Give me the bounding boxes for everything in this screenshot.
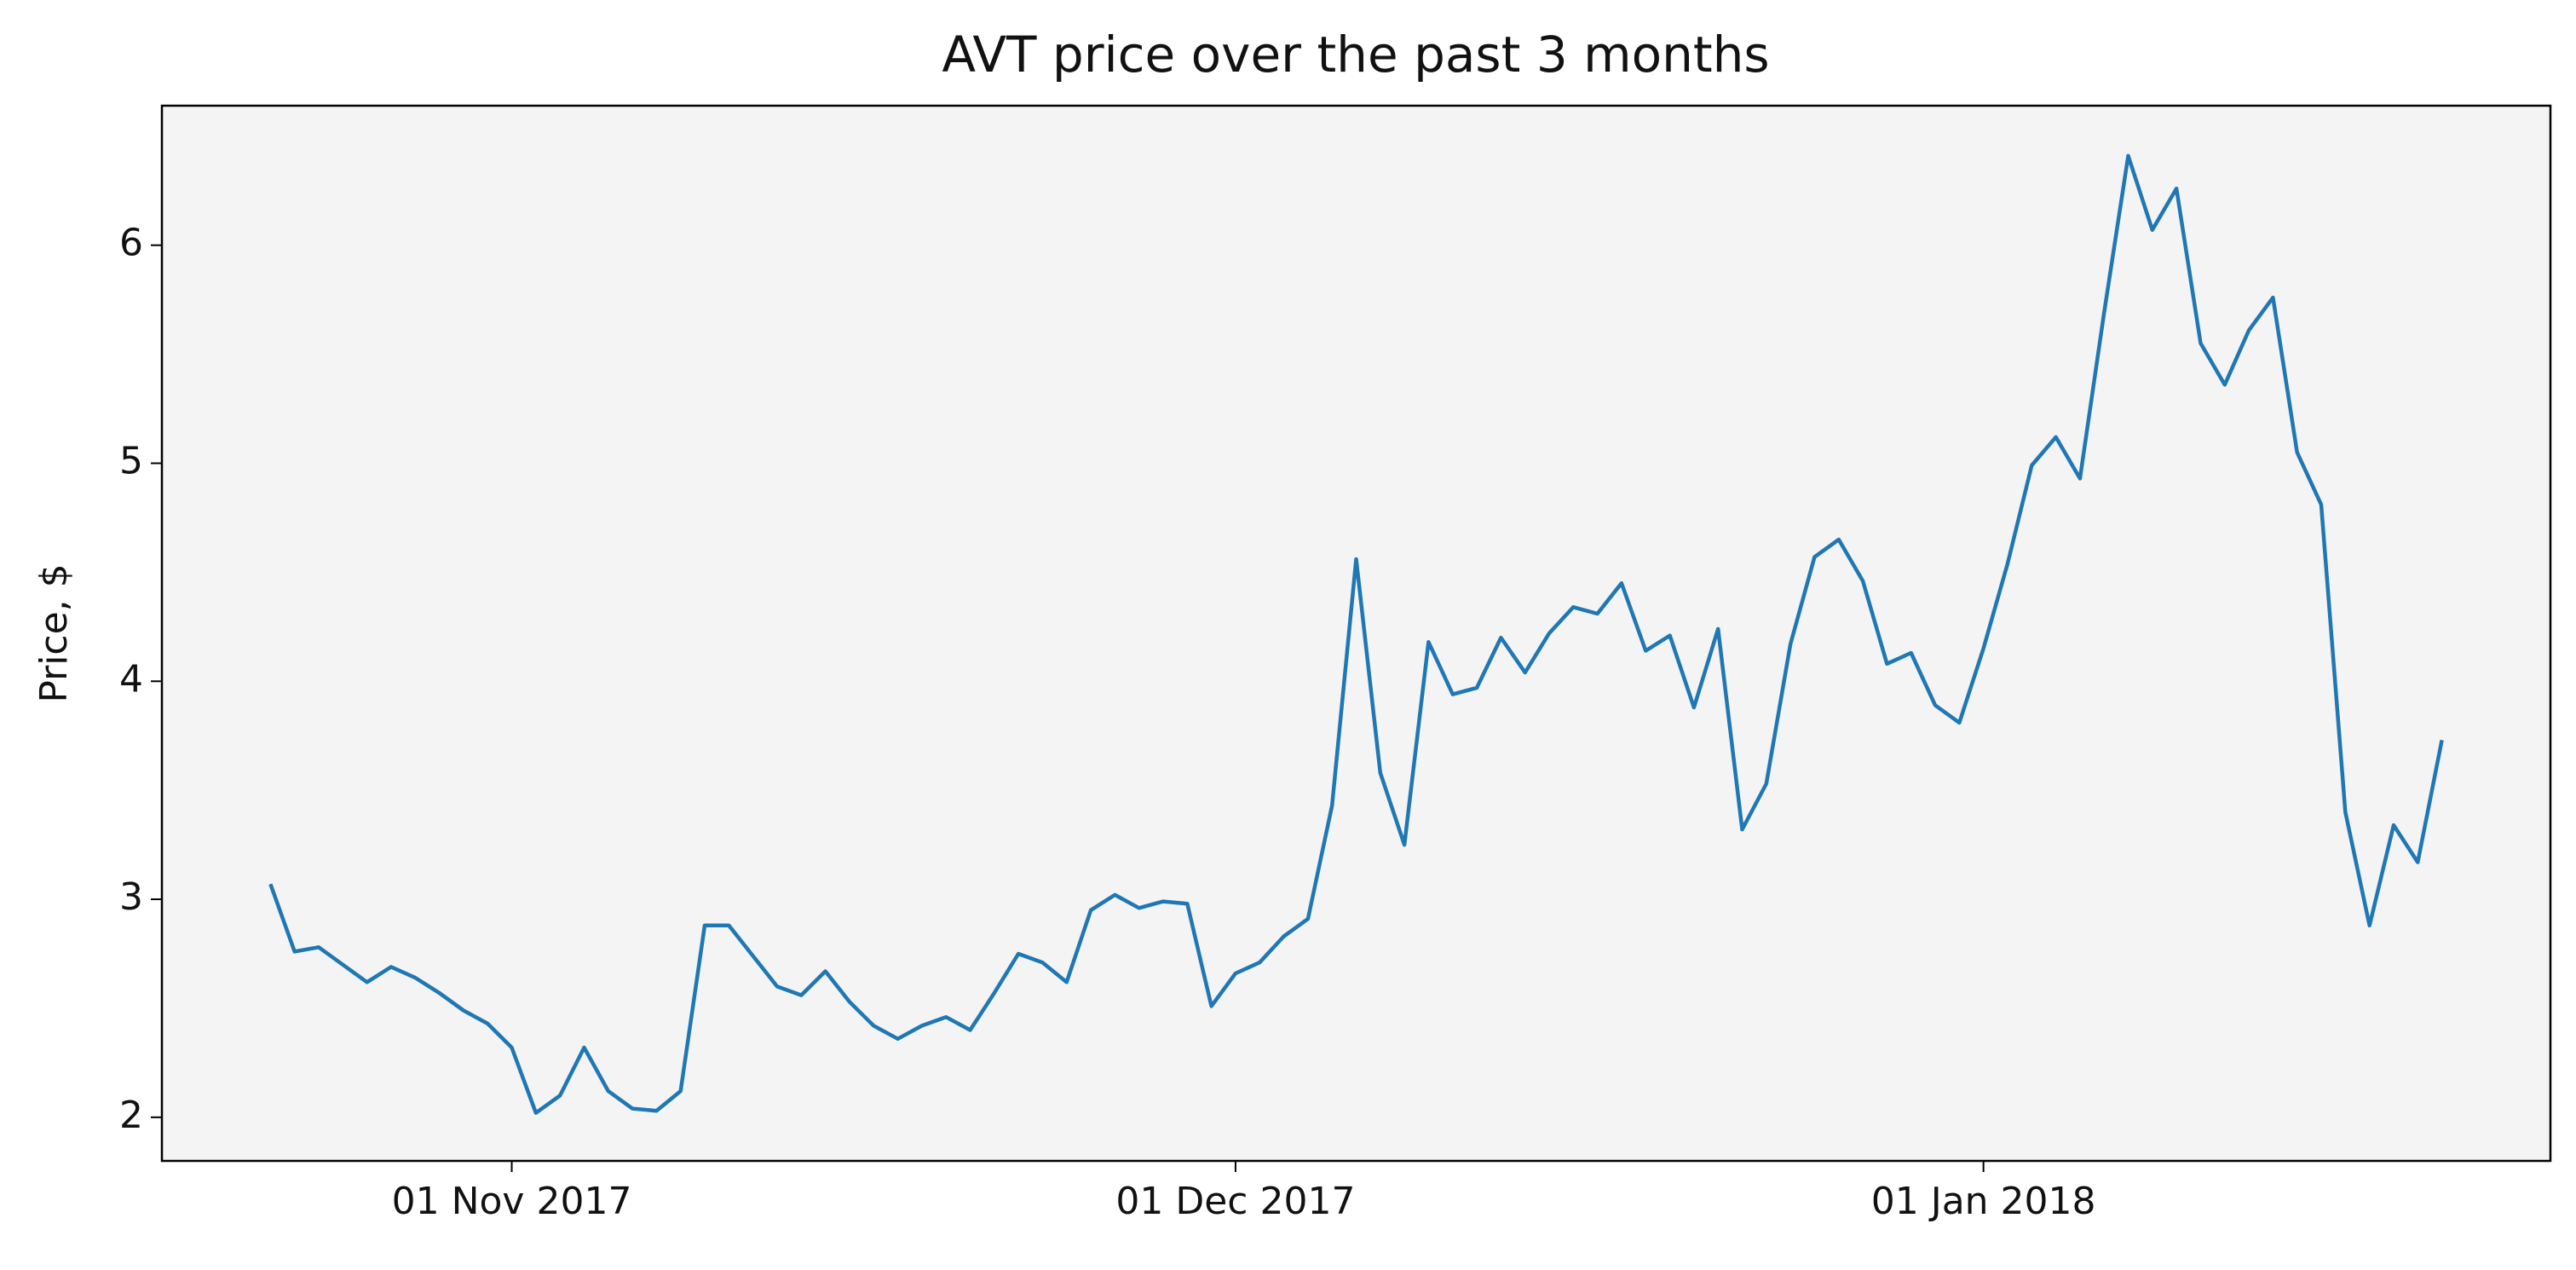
x-tick-label: 01 Nov 2017 [392,1180,632,1223]
y-tick-label: 2 [119,1094,143,1137]
x-tick-label: 01 Jan 2018 [1871,1180,2096,1223]
price-line [268,153,2444,1115]
y-tick-label: 4 [119,657,143,701]
y-tick-label: 3 [119,875,143,919]
x-tick-label: 01 Dec 2017 [1115,1180,1355,1223]
plot-background [162,106,2550,1161]
chart-title: AVT price over the past 3 months [942,26,1769,84]
y-tick-label: 6 [119,222,143,265]
y-tick-label: 5 [119,439,143,482]
y-axis-label: Price, $ [32,563,76,702]
plot-frame [160,104,2552,1163]
